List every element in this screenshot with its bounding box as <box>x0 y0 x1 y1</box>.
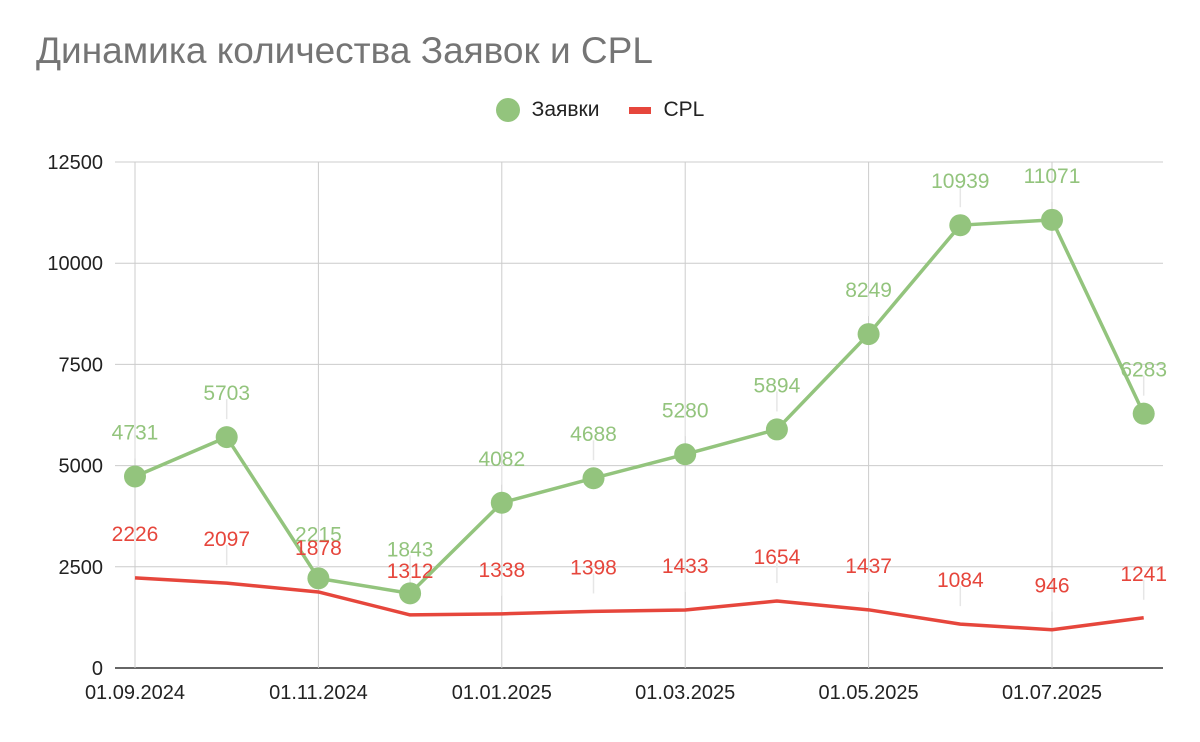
data-label-zayavki: 5703 <box>203 382 250 405</box>
legend-item-zayavki: Заявки <box>495 98 600 122</box>
data-label-cpl: 1084 <box>937 569 984 592</box>
series-line-cpl <box>134 576 1144 632</box>
x-tick-label: 01.05.2025 <box>819 682 919 704</box>
legend-marker-line-icon <box>629 106 652 114</box>
legend-item-cpl: CPL <box>629 98 704 122</box>
data-point-zayavki <box>674 443 697 466</box>
data-label-zayavki: 2215 <box>295 523 342 546</box>
y-tick-label: 5000 <box>59 456 104 478</box>
data-point-zayavki <box>1132 402 1155 425</box>
data-label-zayavki: 4082 <box>478 448 525 471</box>
data-point-zayavki <box>307 567 330 590</box>
data-point-zayavki <box>949 214 972 237</box>
data-label-cpl: 946 <box>1034 575 1069 598</box>
data-label-cpl: 2097 <box>203 528 250 551</box>
x-tick-label: 01.11.2024 <box>269 682 368 704</box>
data-label-zayavki: 5894 <box>754 374 801 397</box>
data-label-cpl: 1398 <box>570 556 617 579</box>
data-point-zayavki <box>1041 208 1063 231</box>
data-label-zayavki: 5280 <box>662 399 709 422</box>
x-tick-label: 01.03.2025 <box>635 682 735 704</box>
data-label-cpl: 1312 <box>387 560 434 583</box>
legend-marker-circle-icon <box>495 98 520 122</box>
data-point-zayavki <box>215 426 238 449</box>
data-label-cpl: 2226 <box>112 523 159 546</box>
data-label-cpl: 1878 <box>295 537 342 560</box>
data-point-zayavki <box>857 323 880 346</box>
data-label-zayavki: 1843 <box>387 538 434 561</box>
data-label-zayavki: 6283 <box>1120 359 1167 382</box>
data-label-zayavki: 8249 <box>845 279 892 302</box>
data-label-zayavki: 10939 <box>931 170 989 193</box>
x-tick-label: 01.01.2025 <box>452 682 552 704</box>
x-tick-label: 01.07.2025 <box>1002 682 1102 704</box>
legend-label-cpl: CPL <box>663 98 705 121</box>
data-point-zayavki <box>124 465 146 488</box>
legend-label-zayavki: Заявки <box>531 98 600 121</box>
data-label-cpl: 1437 <box>845 555 892 578</box>
legend: Заявки CPL <box>0 98 1200 122</box>
series-line-zayavki <box>134 218 1146 596</box>
y-tick-label: 10000 <box>47 253 103 275</box>
y-tick-label: 12500 <box>47 152 103 174</box>
data-label-cpl: 1338 <box>478 559 525 582</box>
y-tick-label: 0 <box>92 658 103 680</box>
data-label-cpl: 1654 <box>754 546 801 569</box>
y-tick-label: 2500 <box>59 557 104 579</box>
data-label-zayavki: 4731 <box>112 421 159 444</box>
data-point-zayavki <box>399 582 422 605</box>
data-label-zayavki: 4688 <box>570 423 617 446</box>
data-point-zayavki <box>582 467 605 490</box>
y-tick-label: 7500 <box>59 354 104 376</box>
data-point-zayavki <box>490 491 513 514</box>
data-label-cpl: 1241 <box>1120 563 1167 586</box>
data-label-zayavki: 11071 <box>1024 165 1081 188</box>
data-label-cpl: 1433 <box>662 555 709 578</box>
x-tick-label: 01.09.2024 <box>85 682 185 704</box>
chart-title: Динамика количества Заявок и CPL <box>36 30 653 71</box>
data-point-zayavki <box>765 418 788 441</box>
